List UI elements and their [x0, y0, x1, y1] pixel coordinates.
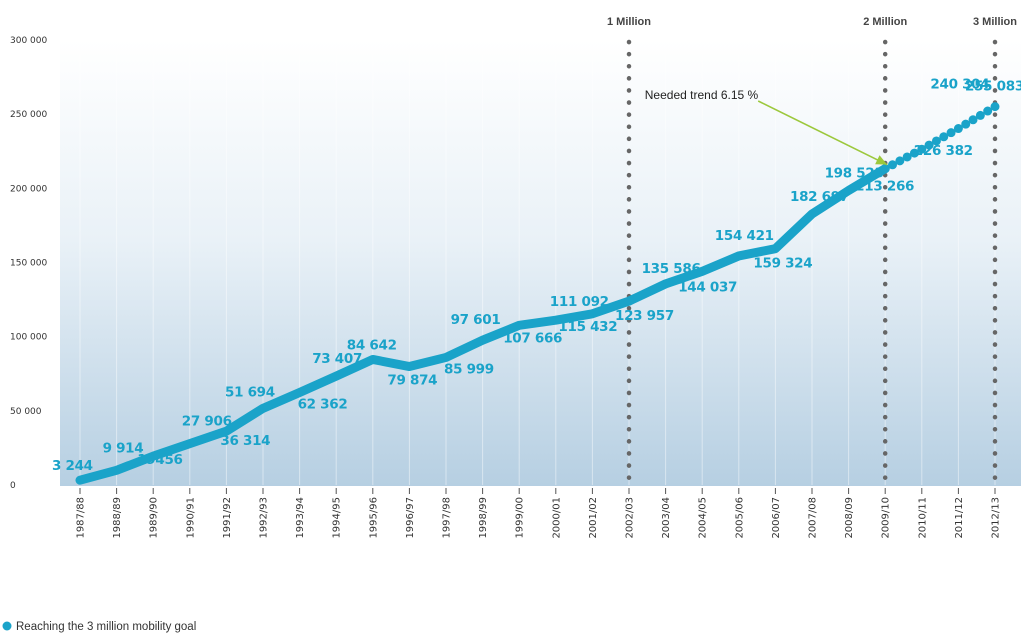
- data-label: 85 999: [444, 361, 494, 377]
- x-tick-label: 2009/10: [881, 497, 892, 539]
- data-label: 182 697: [790, 189, 849, 205]
- x-tick-label: 1994/95: [332, 497, 343, 539]
- x-tick-label: 1990/91: [185, 497, 196, 539]
- projection-dot: [939, 132, 949, 142]
- y-tick-label: 50 000: [10, 407, 42, 417]
- data-label: 19456: [137, 452, 182, 468]
- x-tick-label: 2008/09: [844, 497, 855, 539]
- x-tick-label: 1991/92: [222, 497, 233, 539]
- projection-dot: [895, 156, 905, 166]
- projection-dot: [975, 110, 985, 120]
- x-tick-label: 1999/00: [515, 497, 526, 539]
- x-tick-label: 1997/98: [442, 497, 453, 539]
- milestone-label: 1 Million: [607, 16, 651, 28]
- y-tick-label: 300 000: [10, 36, 47, 46]
- data-label: 62 362: [298, 396, 348, 412]
- milestone-label: 3 Million: [973, 16, 1017, 28]
- projection-dot: [902, 152, 912, 162]
- legend: Reaching the 3 million mobility goal: [2, 621, 196, 633]
- x-tick-label: 1989/90: [149, 497, 160, 539]
- x-tick-label: 1993/94: [295, 497, 306, 539]
- x-tick-label: 2012/13: [991, 497, 1002, 539]
- x-tick-label: 2000/01: [551, 497, 562, 539]
- projection-dot: [931, 136, 941, 146]
- data-label: 123 957: [615, 308, 674, 324]
- projection-dot: [990, 102, 1000, 112]
- data-label: 111 092: [550, 294, 609, 310]
- data-label: 51 694: [225, 384, 275, 400]
- trend-annotation: Needed trend 6.15 %: [645, 88, 888, 166]
- x-tick-label: 2005/06: [734, 497, 745, 539]
- data-label: 115 432: [558, 319, 617, 335]
- data-label: 159 324: [753, 256, 812, 272]
- x-axis-ticks: 1987/88 1988/89 1989/90 1990/91 1991/92 1992/…: [76, 488, 1002, 539]
- data-label: 144 037: [678, 279, 737, 295]
- x-tick-label: 1992/93: [259, 497, 270, 539]
- data-label: 73 407: [312, 351, 362, 367]
- milestone-label: 2 Million: [863, 16, 907, 28]
- x-tick-label: 1998/99: [478, 497, 489, 539]
- projection-dot: [888, 160, 898, 170]
- projection-dot: [961, 119, 971, 129]
- data-label: 9 914: [103, 440, 144, 456]
- projection-dot: [946, 128, 956, 138]
- series-lines: [75, 102, 1000, 485]
- data-label: 97 601: [451, 312, 501, 328]
- series-dots-projection: [880, 102, 1000, 174]
- projection-dot: [909, 148, 919, 158]
- annotation-arrow-line: [757, 100, 888, 166]
- data-label: 213 266: [855, 179, 914, 195]
- y-tick-label: 250 000: [10, 110, 47, 120]
- data-label: 154 421: [715, 228, 774, 244]
- projection-dot: [953, 124, 963, 134]
- legend-label: Reaching the 3 million mobility goal: [16, 621, 196, 633]
- plot-background: [60, 40, 1021, 486]
- y-axis-ticks: 0 50 000 100 000 150 000 200 000 250 000 300 0…: [10, 36, 47, 491]
- annotation-arrow-head: [875, 155, 888, 165]
- data-label: 27 906: [182, 414, 232, 430]
- data-label: 198 523: [825, 166, 884, 182]
- projection-dot: [983, 106, 993, 116]
- x-tick-label: 2011/12: [954, 497, 965, 539]
- y-tick-label: 200 000: [10, 184, 47, 194]
- data-label: 84 642: [347, 337, 397, 353]
- x-tick-label: 1988/89: [112, 497, 123, 539]
- x-tick-label: 1996/97: [405, 497, 416, 539]
- x-tick-label: 1995/96: [368, 497, 379, 539]
- projection-dot: [917, 144, 927, 154]
- x-tick-label: 2006/07: [771, 497, 782, 539]
- y-tick-label: 0: [10, 481, 16, 491]
- x-tick-label: 2003/04: [661, 497, 672, 539]
- x-tick-label: 2001/02: [588, 497, 599, 539]
- data-label: 226 382: [914, 143, 973, 159]
- vertical-gridlines: [79, 44, 996, 485]
- data-label: 36 314: [220, 433, 270, 449]
- legend-marker: [2, 621, 12, 631]
- x-tick-label: 2007/08: [808, 497, 819, 539]
- data-label: 255 083: [965, 79, 1021, 95]
- y-tick-label: 150 000: [10, 259, 47, 269]
- data-label: 3 244: [52, 458, 93, 474]
- x-tick-label: 1987/88: [76, 497, 87, 539]
- x-tick-label: 2002/03: [625, 497, 636, 539]
- data-label: 107 666: [503, 330, 562, 346]
- y-tick-label: 100 000: [10, 333, 47, 343]
- projection-dot: [880, 164, 890, 174]
- series-line-actual: [75, 164, 890, 485]
- annotation-text: Needed trend 6.15 %: [645, 88, 759, 102]
- data-label: 240 304: [930, 77, 989, 93]
- x-tick-label: 2010/11: [917, 497, 928, 539]
- data-label: 135 586: [642, 261, 701, 277]
- x-tick-label: 2004/05: [698, 497, 709, 539]
- projection-dot: [924, 140, 934, 150]
- milestone-markers: 1 Million 2 Million 3 Million: [607, 16, 1017, 489]
- projection-dot: [968, 115, 978, 125]
- data-label: 79 874: [387, 373, 437, 389]
